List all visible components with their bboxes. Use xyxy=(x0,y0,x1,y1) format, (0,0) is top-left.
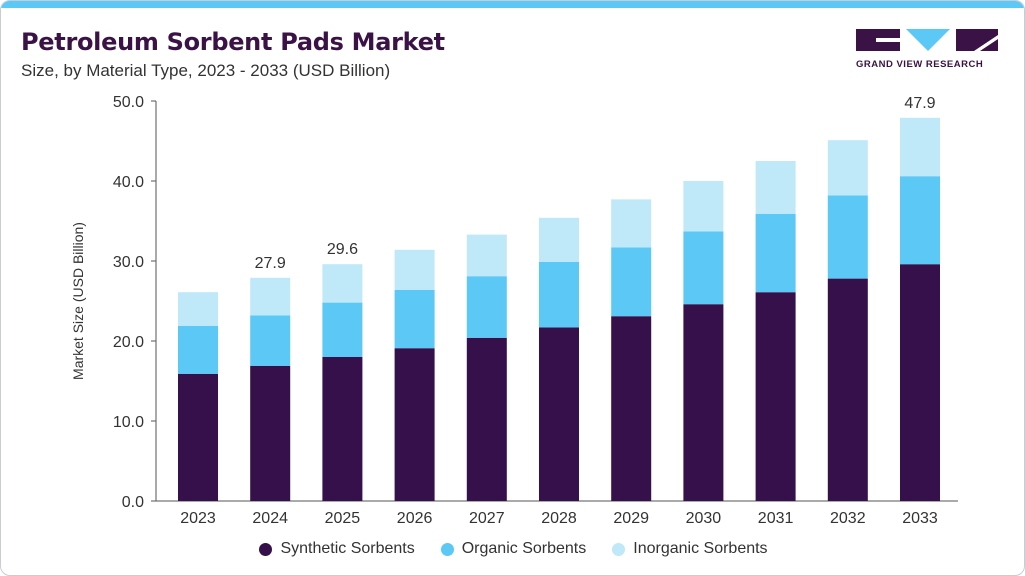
bar-inorganic-sorbents-2028 xyxy=(539,217,579,262)
legend-label: Inorganic Sorbents xyxy=(633,540,768,557)
x-tick-label: 2033 xyxy=(902,510,938,527)
total-data-label: 47.9 xyxy=(904,95,935,112)
bar-inorganic-sorbents-2025 xyxy=(322,264,363,303)
bar-inorganic-sorbents-2026 xyxy=(394,249,435,290)
chart-legend: Synthetic Sorbents Organic Sorbents Inorga… xyxy=(1,539,1024,559)
x-tick-label: 2028 xyxy=(541,510,577,527)
legend-label: Synthetic Sorbents xyxy=(280,540,415,557)
total-data-label: 27.9 xyxy=(255,255,286,272)
legend-label: Organic Sorbents xyxy=(461,540,587,557)
chart-subtitle: Size, by Material Type, 2023 - 2033 (USD… xyxy=(21,61,391,80)
y-tick-label: 0.0 xyxy=(122,494,144,511)
bar-synthetic-sorbents-2027 xyxy=(466,337,507,501)
bar-inorganic-sorbents-2032 xyxy=(827,140,868,196)
legend-swatch xyxy=(440,542,454,556)
x-tick-label: 2027 xyxy=(469,510,505,527)
bar-synthetic-sorbents-2033 xyxy=(900,264,940,501)
legend-swatch xyxy=(612,542,626,556)
bar-synthetic-sorbents-2024 xyxy=(250,365,291,501)
legend-item: Inorganic Sorbents xyxy=(612,540,768,558)
bar-organic-sorbents-2023 xyxy=(178,325,218,374)
logo-text: GRAND VIEW RESEARCH xyxy=(856,59,984,70)
logo-mark-icon xyxy=(856,29,998,51)
bar-synthetic-sorbents-2030 xyxy=(683,304,724,501)
bar-organic-sorbents-2032 xyxy=(827,195,868,279)
bar-organic-sorbents-2027 xyxy=(466,276,507,338)
y-tick-label: 20.0 xyxy=(113,334,144,351)
grand-view-research-logo: GRAND VIEW RESEARCH xyxy=(856,29,1001,71)
y-tick-label: 40.0 xyxy=(113,174,144,191)
bar-synthetic-sorbents-2031 xyxy=(755,292,796,501)
bar-organic-sorbents-2033 xyxy=(900,176,940,265)
accent-bar xyxy=(1,1,1024,8)
y-axis-title: Market Size (USD Billion) xyxy=(70,222,86,380)
bar-organic-sorbents-2026 xyxy=(394,289,435,349)
bar-synthetic-sorbents-2032 xyxy=(827,278,868,501)
x-tick-label: 2029 xyxy=(613,510,649,527)
legend-item: Synthetic Sorbents xyxy=(259,540,415,558)
bar-inorganic-sorbents-2023 xyxy=(178,292,218,326)
bar-inorganic-sorbents-2033 xyxy=(900,117,940,177)
y-tick-label: 30.0 xyxy=(113,254,144,271)
total-data-label: 29.6 xyxy=(327,241,358,258)
x-tick-label: 2026 xyxy=(397,510,433,527)
bar-inorganic-sorbents-2027 xyxy=(466,234,507,277)
bar-inorganic-sorbents-2029 xyxy=(611,199,652,248)
bar-synthetic-sorbents-2026 xyxy=(394,348,435,501)
x-tick-label: 2024 xyxy=(252,510,288,527)
legend-item: Organic Sorbents xyxy=(440,540,587,558)
legend-swatch xyxy=(259,542,273,556)
bar-organic-sorbents-2031 xyxy=(755,213,796,293)
bar-synthetic-sorbents-2023 xyxy=(178,373,218,501)
x-tick-label: 2030 xyxy=(686,510,722,527)
bar-organic-sorbents-2025 xyxy=(322,302,363,357)
bar-inorganic-sorbents-2030 xyxy=(683,181,724,232)
y-tick-label: 10.0 xyxy=(113,414,144,431)
bar-synthetic-sorbents-2029 xyxy=(611,316,652,501)
bar-organic-sorbents-2029 xyxy=(611,247,652,317)
x-tick-label: 2031 xyxy=(758,510,794,527)
bar-organic-sorbents-2024 xyxy=(250,315,291,366)
chart-title: Petroleum Sorbent Pads Market xyxy=(21,28,445,56)
bar-synthetic-sorbents-2028 xyxy=(539,327,579,501)
x-tick-label: 2025 xyxy=(325,510,361,527)
x-tick-label: 2032 xyxy=(830,510,866,527)
bar-organic-sorbents-2030 xyxy=(683,231,724,305)
bar-inorganic-sorbents-2024 xyxy=(250,277,291,316)
bar-synthetic-sorbents-2025 xyxy=(322,357,363,501)
bar-organic-sorbents-2028 xyxy=(539,261,579,328)
y-tick-label: 50.0 xyxy=(113,94,144,111)
x-tick-label: 2023 xyxy=(180,510,216,527)
bar-inorganic-sorbents-2031 xyxy=(755,161,796,214)
